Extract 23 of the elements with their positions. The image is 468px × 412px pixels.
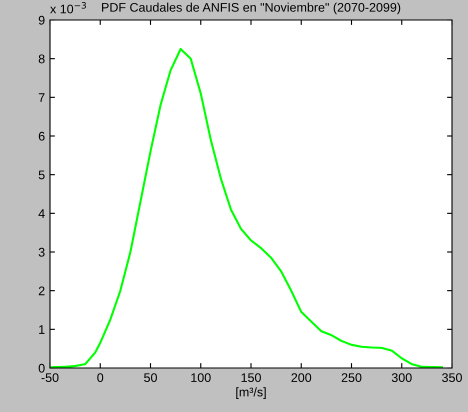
x-tick-label: -50: [42, 373, 59, 382]
y-tick-label: 7: [38, 93, 45, 102]
chart-title: PDF Caudales de ANFIS en "Noviembre" (2070-2099): [102, 2, 400, 14]
x-tick-label: 150: [242, 373, 261, 382]
y-tick-label: 0: [38, 364, 45, 373]
y-tick-label: 2: [38, 286, 45, 296]
y-tick-label: 9: [38, 16, 45, 25]
y-tick-label: 8: [38, 54, 45, 64]
y-tick-label: 1: [39, 325, 45, 334]
x-tick-label: 250: [342, 373, 362, 382]
x-tick-label: 300: [392, 373, 412, 382]
line-series: [50, 48, 443, 368]
x-axis-title: [m³/s]: [236, 387, 266, 399]
x-tick-label: 50: [144, 373, 157, 382]
y-tick-label: 5: [38, 170, 45, 180]
y-tick-label: 4: [38, 209, 45, 218]
x-tick-label: 350: [442, 373, 462, 382]
y-tick-label: 3: [38, 248, 45, 257]
x-tick-label: 100: [191, 373, 211, 382]
x-tick-label: 200: [291, 373, 312, 382]
x-tick-label: 0: [97, 373, 104, 382]
text: x 10$^{−3}$: [50, 2, 86, 14]
y-tick-label: 6: [38, 132, 45, 141]
